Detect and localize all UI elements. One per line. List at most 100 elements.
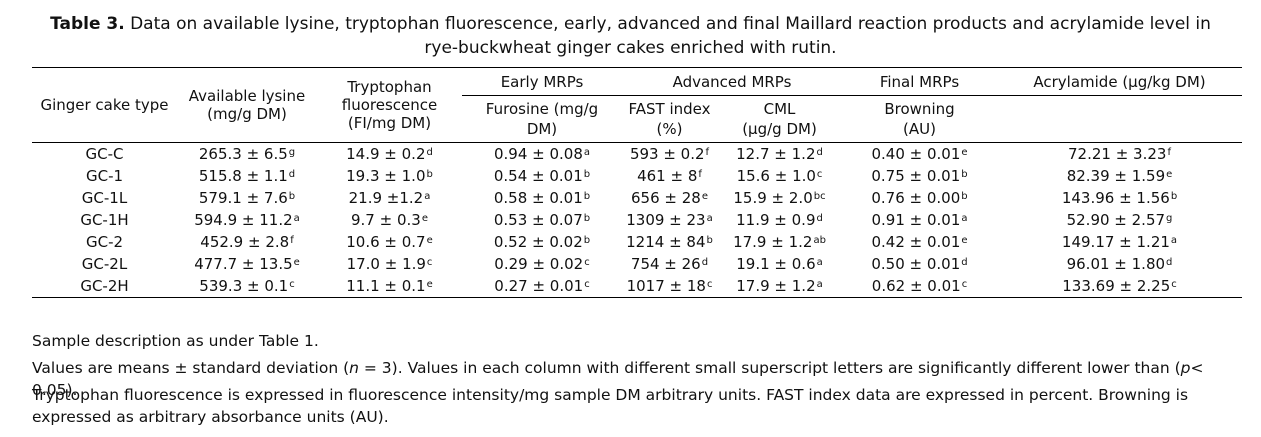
cell-trp: 14.9 ± 0.2d — [317, 142, 462, 165]
cell-cml: 15.6 ± 1.0c — [736, 167, 823, 185]
header-available-lysine: Available lysine (mg/g DM) — [177, 67, 317, 143]
superscript-letter: d — [961, 257, 968, 268]
superscript-letter: a — [583, 147, 591, 158]
superscript-letter: d — [426, 147, 433, 158]
header-early-mrps: Early MRPs — [462, 67, 622, 96]
cell-cake-type: GC-1 — [85, 167, 124, 185]
superscript-letter: c — [706, 279, 713, 290]
cell-acryl: 143.96 ± 1.56b — [1061, 189, 1178, 207]
cell-acryl: 82.39 ± 1.59e — [1066, 167, 1173, 185]
header-furosine: Furosine (mg/g DM) — [462, 95, 622, 143]
cell-acryl: 96.01 ± 1.80d — [1066, 255, 1173, 273]
superscript-letter: a — [706, 213, 713, 224]
cell-browning: 0.42 ± 0.01e — [871, 233, 968, 251]
cell-acryl: 133.69 ± 2.25c — [997, 275, 1242, 298]
cell-furosine: 0.58 ± 0.01b — [493, 189, 591, 207]
cell-trp: 21.9 ±1.2a — [348, 189, 431, 207]
table-row: GC-2L 477.7 ± 13.5e 17.0 ± 1.9c 0.29 ± 0.02… — [32, 253, 1242, 275]
note-sample-description: Sample description as under Table 1. — [32, 332, 319, 350]
superscript-letter: a — [961, 213, 968, 224]
cell-browning: 0.76 ± 0.00b — [871, 189, 968, 207]
cell-cake-type: GC-C — [32, 142, 177, 165]
cell-furosine: 0.94 ± 0.08a — [462, 142, 622, 165]
superscript-letter: f — [1167, 147, 1171, 158]
cell-trp: 19.3 ± 1.0b — [346, 167, 433, 185]
cell-lysine: 579.1 ± 7.6b — [198, 189, 296, 207]
cell-browning: 0.62 ± 0.01c — [842, 275, 997, 298]
cell-trp: 11.1 ± 0.1e — [317, 275, 462, 298]
cell-fast: 1017 ± 18c — [622, 275, 717, 298]
cell-fast: 593 ± 0.2f — [622, 142, 717, 165]
cell-trp: 10.6 ± 0.7e — [346, 233, 433, 251]
cell-furosine: 0.53 ± 0.07b — [493, 211, 591, 229]
cell-cml: 15.9 ± 2.0bc — [733, 189, 826, 207]
data-table: Ginger cake type Available lysine (mg/g … — [32, 67, 1242, 298]
superscript-letter: f — [698, 169, 702, 180]
superscript-letter: a — [424, 191, 431, 202]
cell-browning: 0.75 ± 0.01b — [871, 167, 968, 185]
superscript-letter: e — [426, 235, 433, 246]
cell-acryl: 72.21 ± 3.23f — [997, 142, 1242, 165]
table-caption: Table 3. Data on available lysine, trypt… — [0, 12, 1261, 36]
cell-acryl: 52.90 ± 2.57g — [1066, 211, 1173, 229]
superscript-letter: e — [426, 279, 433, 290]
superscript-letter: d — [816, 147, 823, 158]
header-cml: CML (µg/g DM) — [717, 95, 842, 143]
superscript-letter: bc — [813, 191, 826, 202]
cell-cml: 11.9 ± 0.9d — [736, 211, 823, 229]
superscript-letter: b — [961, 191, 968, 202]
superscript-letter: b — [426, 169, 433, 180]
table-row: GC-2H 539.3 ± 0.1c 11.1 ± 0.1e 0.27 ± 0.01c… — [32, 275, 1242, 298]
superscript-letter: b — [1170, 191, 1178, 202]
cell-lysine: 265.3 ± 6.5g — [177, 142, 317, 165]
table-header: Ginger cake type Available lysine (mg/g … — [32, 67, 1242, 143]
cell-lysine: 594.9 ± 11.2a — [194, 211, 300, 229]
cell-fast: 1214 ± 84b — [626, 233, 713, 251]
table-row: GC-1H 594.9 ± 11.2a 9.7 ± 0.3e 0.53 ± 0.07b… — [32, 209, 1242, 231]
cell-cake-type: GC-1H — [80, 211, 129, 229]
cell-fast: 754 ± 26d — [630, 255, 709, 273]
header-browning: Browning (AU) — [842, 95, 997, 143]
note-statistics: Values are means ± standard deviation (n… — [32, 359, 1204, 399]
cell-lysine: 515.8 ± 1.1d — [198, 167, 296, 185]
superscript-letter: d — [816, 213, 823, 224]
superscript-letter: f — [705, 147, 710, 158]
superscript-letter: c — [426, 257, 433, 268]
superscript-letter: g — [288, 147, 296, 158]
superscript-letter: c — [1171, 279, 1177, 290]
superscript-letter: a — [293, 213, 300, 224]
superscript-letter: d — [701, 257, 709, 268]
cell-furosine: 0.54 ± 0.01b — [493, 167, 591, 185]
superscript-letter: c — [584, 257, 590, 268]
superscript-letter: c — [961, 279, 968, 290]
table-row: GC-1L 579.1 ± 7.6b 21.9 ±1.2a 0.58 ± 0.01b 6… — [32, 187, 1242, 209]
header-cake-type: Ginger cake type — [32, 67, 177, 143]
header-final-mrps: Final MRPs — [842, 67, 997, 96]
cell-fast: 1309 ± 23a — [626, 211, 713, 229]
cell-fast: 461 ± 8f — [637, 167, 702, 185]
superscript-letter: e — [961, 147, 968, 158]
cell-cml: 12.7 ± 1.2d — [717, 142, 842, 165]
superscript-letter: d — [1166, 257, 1173, 268]
superscript-letter: b — [583, 191, 591, 202]
table-row: GC-2 452.9 ± 2.8f 10.6 ± 0.7e 0.52 ± 0.02b 1… — [32, 231, 1242, 253]
caption-text: Data on available lysine, tryptophan flu… — [130, 14, 1211, 34]
cell-lysine: 539.3 ± 0.1c — [177, 275, 317, 298]
superscript-letter: ab — [813, 235, 826, 246]
superscript-letter: g — [1166, 213, 1173, 224]
superscript-letter: e — [293, 257, 300, 268]
superscript-letter: e — [1166, 169, 1173, 180]
superscript-letter: e — [961, 235, 968, 246]
table-row: GC-C 265.3 ± 6.5g 14.9 ± 0.2d 0.94 ± 0.08a 5… — [32, 142, 1242, 165]
table-row: GC-1 515.8 ± 1.1d 19.3 ± 1.0b 0.54 ± 0.01b 4… — [32, 165, 1242, 187]
superscript-letter: b — [706, 235, 713, 246]
superscript-letter: c — [289, 279, 295, 290]
cell-trp: 17.0 ± 1.9c — [346, 255, 433, 273]
cell-cml: 17.9 ± 1.2ab — [733, 233, 826, 251]
superscript-letter: f — [290, 235, 294, 246]
cell-lysine: 477.7 ± 13.5e — [194, 255, 300, 273]
cell-furosine: 0.27 ± 0.01c — [462, 275, 622, 298]
caption-label: Table 3. — [50, 14, 125, 34]
superscript-letter: a — [816, 279, 823, 290]
cell-browning: 0.91 ± 0.01a — [871, 211, 968, 229]
